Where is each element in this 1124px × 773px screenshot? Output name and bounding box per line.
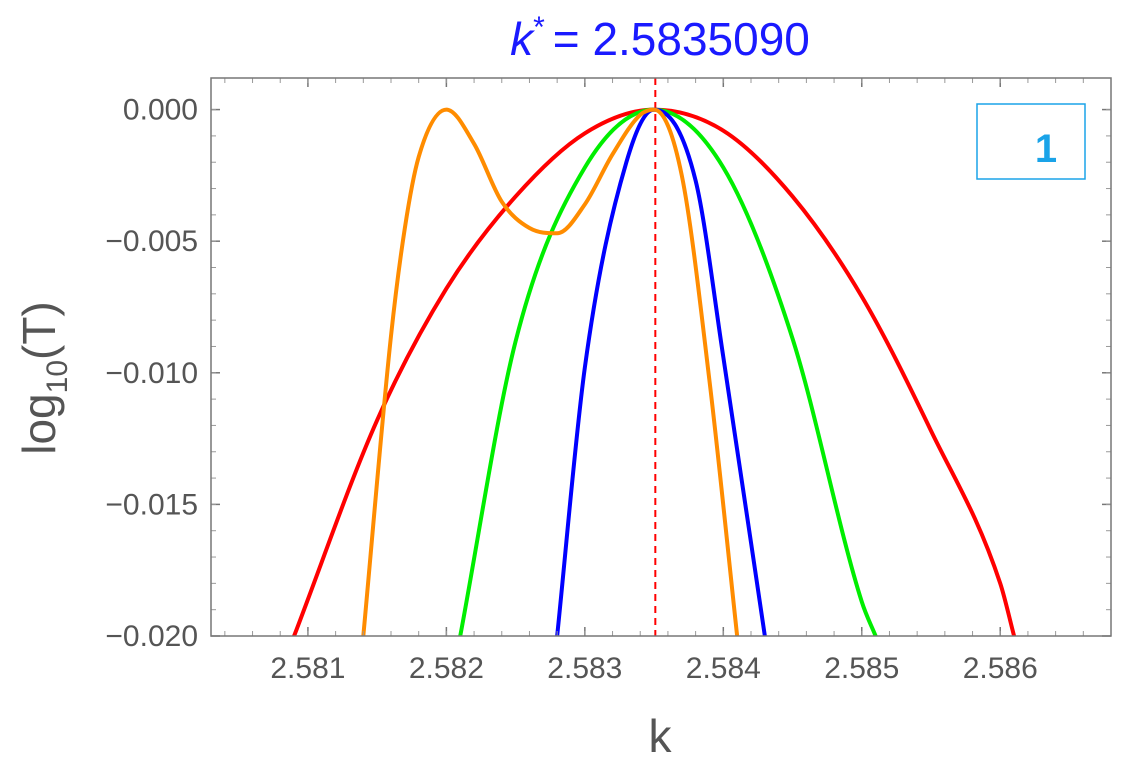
series-line-4 [361, 107, 740, 636]
series-group [292, 107, 1017, 636]
x-axis-label: k [649, 710, 673, 762]
title-superscript: * [533, 11, 545, 44]
y-tick-label: −0.005 [105, 225, 198, 258]
title-value: = 2.5835090 [553, 13, 810, 65]
chart-title: k* = 2.5835090 [510, 11, 810, 65]
title-symbol: k [510, 13, 535, 65]
y-axis-label-main: log [13, 393, 65, 454]
y-axis-label: log10(T) [13, 301, 74, 455]
x-tick-label: 2.586 [963, 652, 1038, 685]
y-tick-label: −0.010 [105, 357, 198, 390]
x-tick-label: 2.585 [824, 652, 899, 685]
series-line-2 [458, 107, 878, 636]
plot-frame [210, 77, 1112, 637]
x-tick-label: 2.584 [686, 652, 761, 685]
ticks-group: 2.581 2.582 2.583 2.584 2.585 2.586 0.000 −0.00… [105, 78, 1112, 685]
panel-label: 1 [1035, 127, 1057, 171]
series-line-1 [292, 107, 1017, 636]
y-axis-label-rest: (T) [13, 301, 65, 360]
x-tick-label: 2.583 [547, 652, 622, 685]
y-tick-label: −0.015 [105, 488, 198, 521]
y-tick-label: −0.020 [105, 620, 198, 653]
y-tick-label: 0.000 [123, 94, 198, 127]
y-axis-label-sub: 10 [41, 360, 74, 393]
x-tick-label: 2.582 [409, 652, 484, 685]
x-tick-label: 2.581 [270, 652, 345, 685]
panel-label-box: 1 [976, 103, 1086, 180]
